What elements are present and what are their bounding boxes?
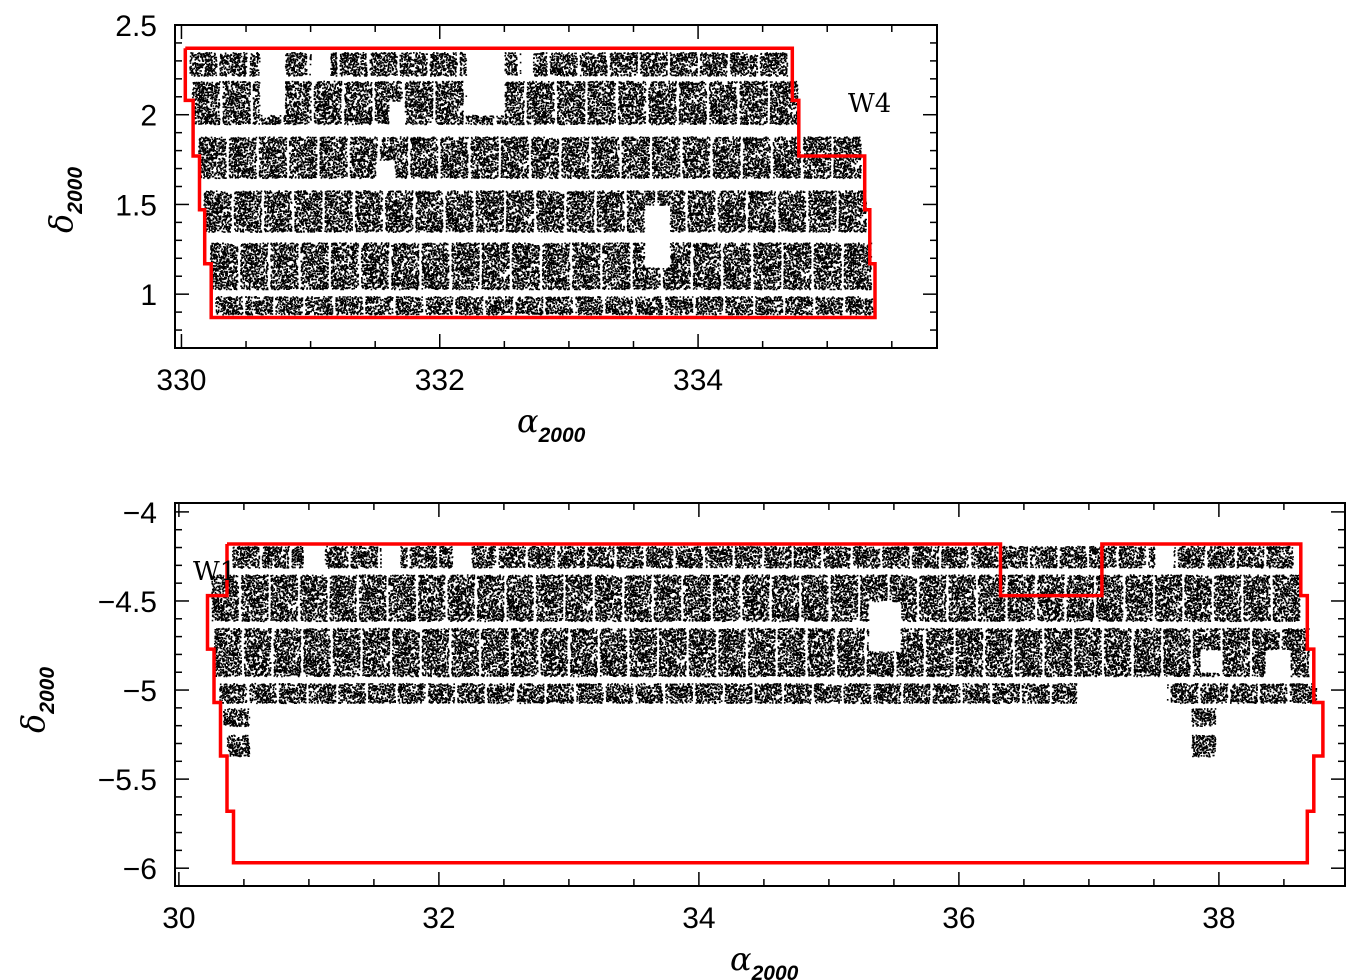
x-tick-label: 334 — [673, 364, 723, 397]
w1-field-label: W1 — [193, 557, 236, 587]
w4-x-axis-label: α2000 — [517, 402, 586, 447]
x-tick-label: 38 — [1202, 902, 1235, 935]
w4-tick-labels: 330 332 334 1 1.5 2 2.5 — [115, 10, 723, 397]
y-tick-label: −4 — [123, 497, 157, 530]
y-tick-label: −5 — [123, 675, 157, 708]
y-tick-label: −4.5 — [98, 586, 157, 619]
x-tick-label: 36 — [942, 902, 975, 935]
y-tick-label: 1.5 — [115, 189, 157, 222]
x-tick-label: 34 — [682, 902, 715, 935]
x-tick-label: 32 — [422, 902, 455, 935]
y-tick-label: 2.5 — [115, 10, 157, 43]
w1-galaxy-points — [211, 545, 1318, 758]
galaxy-points-path — [211, 545, 1318, 758]
w1-axis-ticks — [175, 503, 1345, 887]
x-tick-label: 330 — [156, 364, 206, 397]
w1-tick-labels: 30 32 34 36 38 −6 −5.5 −5 −4.5 −4 — [98, 497, 1236, 935]
w1-y-axis-label: δ2000 — [14, 667, 59, 733]
w4-axis-ticks — [175, 24, 937, 349]
w1-survey-boundary — [205, 542, 1325, 865]
y-tick-label: 1 — [140, 279, 157, 312]
y-tick-label: −6 — [123, 853, 157, 886]
y-tick-label: 2 — [140, 100, 157, 133]
w4-galaxy-points — [189, 51, 874, 316]
galaxy-points-path — [189, 51, 874, 316]
y-tick-label: −5.5 — [98, 764, 157, 797]
w1-plot-frame — [174, 502, 1346, 887]
w4-field-label: W4 — [848, 89, 891, 119]
w4-panel: 330 332 334 1 1.5 2 2.5 W4 α2000 δ2000 — [42, 10, 938, 447]
x-tick-label: 332 — [415, 364, 465, 397]
x-tick-label: 30 — [162, 902, 195, 935]
w1-x-axis-label: α2000 — [730, 940, 799, 980]
w4-survey-boundary — [183, 46, 877, 320]
w4-y-axis-label: δ2000 — [42, 167, 87, 233]
w1-panel: 30 32 34 36 38 −6 −5.5 −5 −4.5 −4 W1 α2000 δ2000 — [14, 497, 1346, 980]
